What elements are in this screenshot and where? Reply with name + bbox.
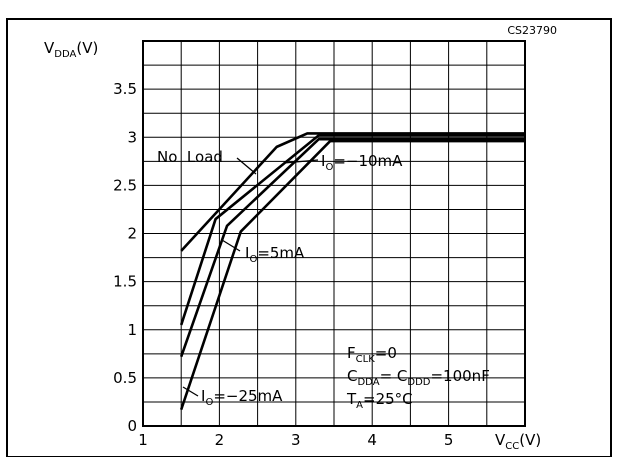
label-io-m25: IO=−25mA — [201, 387, 283, 408]
annotation-leaders — [182, 157, 319, 397]
y-axis-label: VDDA(V) — [44, 39, 98, 60]
leader-io-m10 — [283, 159, 319, 164]
y-tick-label: 1.5 — [113, 273, 137, 291]
figure-frame — [6, 18, 612, 457]
series-line-3 — [179, 139, 525, 411]
plot-frame — [142, 40, 526, 427]
label-io-m10: IO=−10mA — [321, 152, 403, 173]
leader-no-load — [236, 157, 257, 175]
leader-io-5 — [221, 239, 241, 252]
x-tick-label: 5 — [444, 431, 454, 449]
x-tick-label: 4 — [367, 431, 377, 449]
y-tick-labels: 0 0.5 1 1.5 2 2.5 3 3.5 — [113, 80, 137, 435]
x-axis-label: VCC(V) — [495, 431, 541, 452]
condition-line: CDDA= CDDD=100nF — [347, 367, 490, 388]
y-tick-label: 2.5 — [113, 176, 137, 194]
label-no-load: No Load — [157, 148, 223, 166]
x-tick-labels: 1 2 3 4 5 — [138, 431, 453, 449]
series-line-1 — [179, 134, 525, 326]
y-tick-label: 3 — [127, 128, 137, 146]
y-tick-label: 0.5 — [113, 369, 137, 387]
leader-io-m25 — [182, 386, 199, 397]
figure-code: CS23790 — [507, 24, 557, 37]
y-tick-label: 2 — [127, 225, 137, 243]
y-tick-label: 0 — [127, 417, 137, 435]
series-line-0 — [180, 132, 525, 252]
x-tick-label: 1 — [138, 431, 148, 449]
y-tick-label: 1 — [127, 321, 137, 339]
series-line-2 — [179, 137, 525, 358]
label-io-5: IO=5mA — [245, 244, 305, 265]
series-group — [179, 132, 525, 411]
condition-line: FCLK=0 — [347, 344, 397, 365]
y-tick-label: 3.5 — [113, 80, 137, 98]
x-tick-label: 3 — [291, 431, 301, 449]
x-tick-label: 2 — [215, 431, 225, 449]
condition-line: TA=25°C — [346, 390, 413, 411]
